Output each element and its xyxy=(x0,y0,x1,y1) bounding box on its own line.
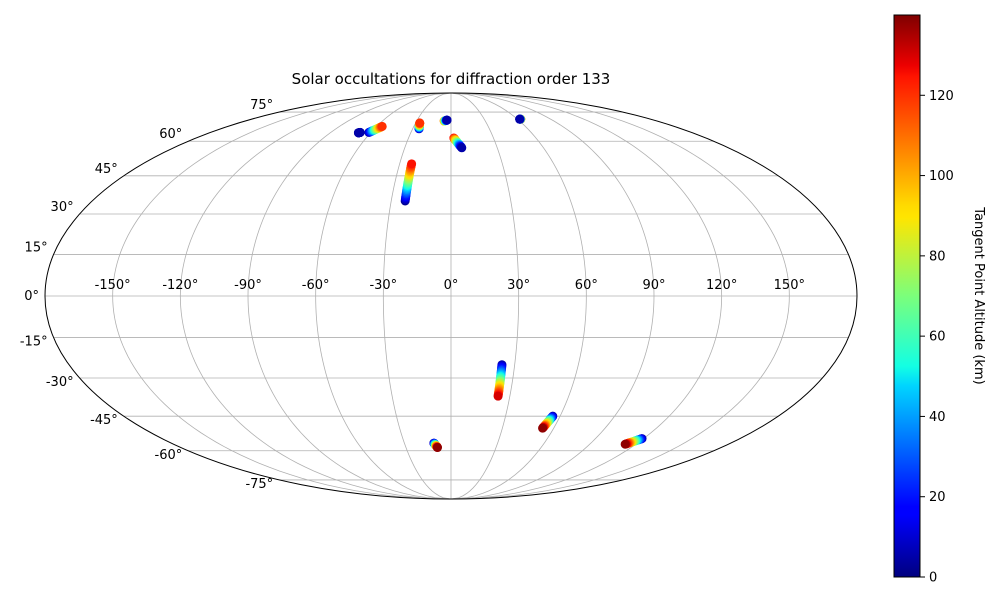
occultation-point xyxy=(442,115,452,125)
occultation-track xyxy=(515,114,526,124)
latitude-tick-label: -45° xyxy=(90,413,118,428)
latitude-tick-label: -75° xyxy=(245,477,273,492)
latitude-tick-label: 75° xyxy=(250,98,273,113)
occultation-point xyxy=(415,118,425,128)
longitude-tick-label: -120° xyxy=(162,278,198,293)
occultation-point xyxy=(377,121,387,131)
occultation-track xyxy=(429,438,442,453)
colorbar-tick-label: 60 xyxy=(929,330,946,345)
occultation-point xyxy=(355,127,365,137)
longitude-tick-label: -150° xyxy=(95,278,131,293)
occultation-track xyxy=(538,411,558,433)
colorbar-frame xyxy=(893,14,921,578)
occultation-track xyxy=(493,360,507,401)
colorbar-tick-label: 120 xyxy=(929,89,954,104)
occultation-track xyxy=(620,434,647,449)
longitude-tick-label: 0° xyxy=(444,278,459,293)
longitude-tick-labels: -150° -120° -90° -60° -30° 0° 30° 60° 90° 120° 150… xyxy=(95,278,805,293)
longitude-tick-label: 90° xyxy=(642,278,665,293)
occultation-track xyxy=(364,121,387,137)
latitude-tick-label: 30° xyxy=(51,200,74,215)
occultation-point xyxy=(538,423,548,433)
occultation-point xyxy=(457,143,467,153)
occultation-track xyxy=(353,127,365,138)
colorbar-tick-label: 40 xyxy=(929,410,946,425)
latitude-tick-label: 0° xyxy=(24,289,39,304)
occultation-point xyxy=(515,114,525,124)
occultation-track xyxy=(439,115,452,126)
latitude-tick-label: -30° xyxy=(46,375,74,390)
latitude-tick-label: 45° xyxy=(95,162,118,177)
occultation-point xyxy=(407,159,417,169)
longitude-tick-label: 150° xyxy=(774,278,805,293)
map-boundary xyxy=(44,92,858,500)
colorbar-ticks: 0 20 40 60 80 100 120 xyxy=(920,89,954,586)
colorbar-tick-label: 100 xyxy=(929,169,954,184)
colorbar-gradient xyxy=(894,15,920,577)
occultation-track xyxy=(449,133,467,153)
occultation-point xyxy=(620,439,630,449)
longitude-tick-label: 30° xyxy=(507,278,530,293)
latitude-tick-labels: -75° -60° -45° -30° -15° 0° 15° 30° 45° 60° 75° xyxy=(20,98,273,492)
occultation-track xyxy=(414,118,425,134)
latitude-tick-label: -15° xyxy=(20,335,48,350)
longitude-tick-label: -60° xyxy=(302,278,330,293)
occultation-point xyxy=(493,391,503,401)
chart-title: Solar occultations for diffraction order… xyxy=(292,70,611,88)
occultation-tracks xyxy=(353,114,647,453)
longitude-tick-label: 120° xyxy=(706,278,737,293)
longitude-tick-label: -30° xyxy=(369,278,397,293)
longitude-tick-label: -90° xyxy=(234,278,262,293)
colorbar-tick-label: 0 xyxy=(929,571,937,586)
colorbar-label: Tangent Point Altitude (km) xyxy=(971,206,986,384)
colorbar: 0 20 40 60 80 100 120 Tangent Point Altitude (… xyxy=(893,14,986,586)
longitude-tick-label: 60° xyxy=(575,278,598,293)
colorbar-tick-label: 20 xyxy=(929,490,946,505)
colorbar-tick-label: 80 xyxy=(929,249,946,264)
latitude-tick-label: 15° xyxy=(25,240,48,255)
occultation-track xyxy=(400,159,417,206)
occultation-point xyxy=(432,443,442,453)
latitude-tick-label: -60° xyxy=(155,448,183,463)
latitude-tick-label: 60° xyxy=(159,127,182,142)
graticule xyxy=(45,92,857,500)
